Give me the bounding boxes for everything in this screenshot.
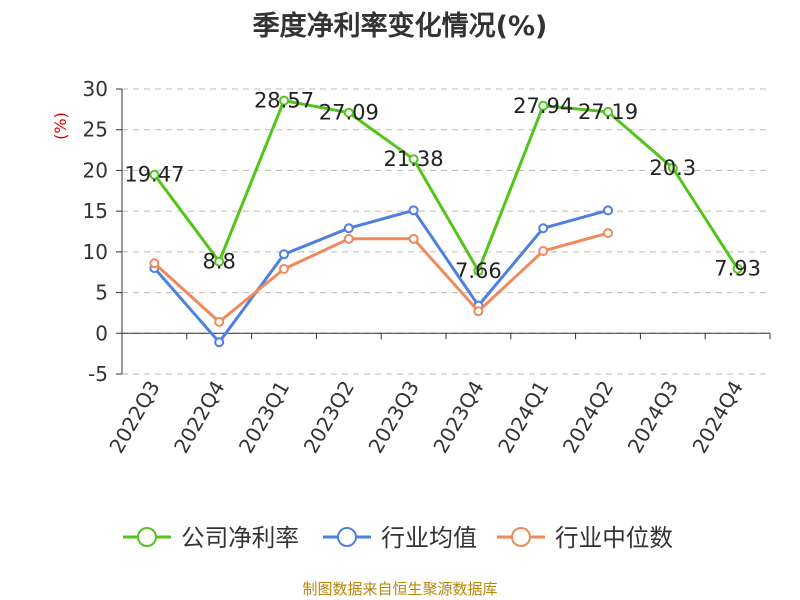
data-point	[667, 162, 678, 173]
x-tick-label: 2023Q4	[428, 377, 488, 458]
series-line	[153, 208, 609, 344]
y-tick-label: 20	[83, 158, 108, 182]
data-point	[408, 205, 419, 216]
y-tick-label: 15	[83, 199, 108, 223]
data-point	[279, 263, 289, 274]
legend-marker	[337, 527, 357, 547]
x-tick-label: 2023Q1	[234, 377, 294, 458]
data-point	[603, 106, 613, 117]
y-axis-label: (%)	[51, 112, 70, 140]
data-point	[214, 256, 225, 267]
y-tick-label: 5	[95, 281, 108, 305]
data-point	[214, 316, 225, 327]
data-point	[473, 265, 484, 276]
y-tick-label: 30	[83, 77, 108, 101]
data-point	[149, 169, 160, 180]
series-line	[153, 99, 739, 273]
data-point	[538, 100, 549, 111]
data-label: 21.38	[384, 147, 444, 171]
data-point	[343, 233, 354, 244]
data-point	[732, 263, 743, 274]
data-point	[473, 306, 484, 317]
legend-label: 公司净利率	[181, 524, 299, 552]
y-tick-label: 10	[83, 240, 108, 264]
data-label: 28.57	[254, 89, 314, 113]
data-label: 19.47	[124, 163, 184, 187]
data-point	[343, 107, 354, 118]
x-tick-label: 2024Q2	[558, 377, 618, 458]
data-point	[149, 258, 160, 269]
data-point	[408, 233, 419, 244]
y-tick-label: 0	[95, 321, 108, 345]
data-point	[603, 228, 613, 239]
chart-title: 季度净利率变化情况(%)	[252, 11, 548, 42]
legend-marker	[511, 527, 531, 547]
x-tick-label: 2023Q2	[299, 377, 359, 458]
legend-marker	[137, 527, 157, 547]
data-point	[408, 154, 419, 165]
x-tick-label: 2022Q4	[169, 377, 229, 458]
data-label: 7.66	[455, 259, 502, 283]
data-point	[279, 95, 289, 106]
series-line	[153, 231, 609, 324]
data-point	[538, 246, 549, 257]
data-label: 8.8	[202, 250, 235, 274]
legend-label: 行业中位数	[555, 524, 673, 552]
data-point	[279, 249, 289, 260]
y-tick-label: 25	[83, 118, 108, 142]
data-point	[214, 337, 225, 348]
x-tick-label: 2024Q1	[493, 377, 553, 458]
data-label: 20.3	[649, 156, 696, 180]
x-tick-label: 2023Q3	[363, 377, 423, 458]
x-tick-label: 2024Q4	[687, 377, 747, 458]
legend-label: 行业均值	[381, 524, 477, 552]
data-source-note: 制图数据来自恒生聚源数据库	[302, 580, 498, 598]
data-label: 27.09	[319, 101, 379, 125]
y-tick-label: -5	[88, 362, 108, 386]
data-point	[603, 205, 613, 216]
data-point	[343, 223, 354, 234]
x-tick-label: 2024Q3	[623, 377, 683, 458]
data-label: 27.19	[578, 100, 638, 124]
data-point	[538, 223, 549, 234]
data-label: 7.93	[714, 257, 761, 281]
data-label: 27.94	[513, 94, 573, 118]
x-tick-label: 2022Q3	[104, 377, 164, 458]
